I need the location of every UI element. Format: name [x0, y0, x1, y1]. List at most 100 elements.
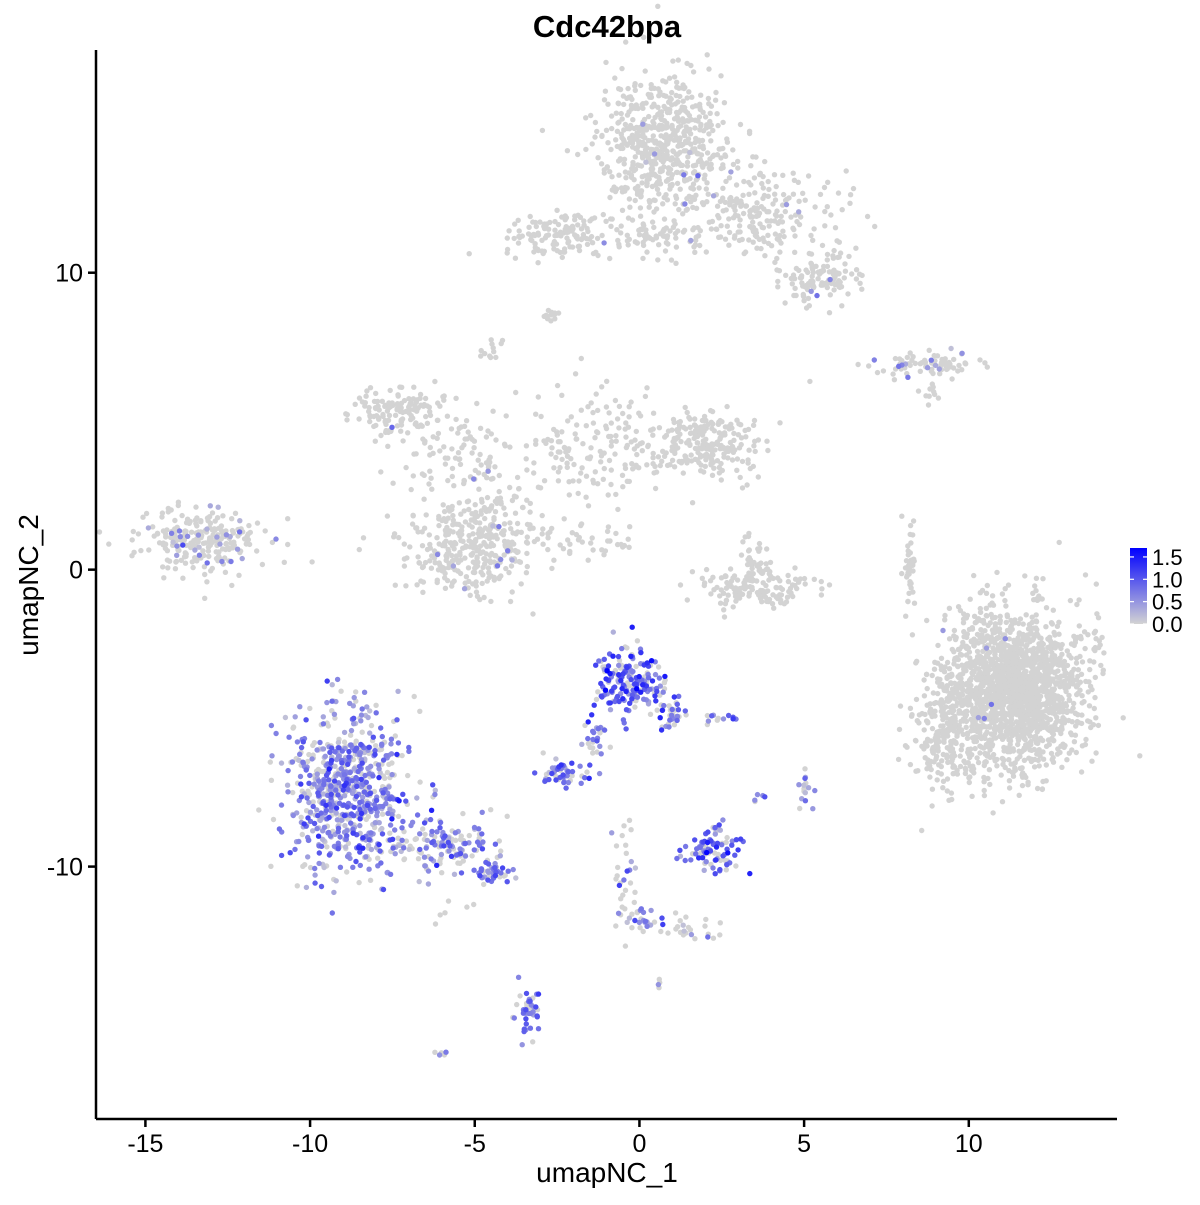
cell-point [461, 442, 467, 448]
cell-point [645, 137, 652, 144]
cell-point [222, 569, 229, 575]
cell-point [1049, 621, 1056, 627]
cell-point [590, 547, 596, 553]
cell-point [992, 725, 998, 731]
cell-point [1003, 718, 1010, 724]
cell-point [713, 89, 719, 96]
cell-point [965, 749, 971, 755]
cell-point [564, 229, 570, 235]
cell-point [1074, 691, 1080, 698]
cell-point [690, 146, 696, 152]
cell-point [995, 656, 1001, 663]
cell-point [762, 594, 769, 600]
cell-point [508, 563, 515, 569]
cell-point [780, 191, 787, 198]
cell-point [616, 241, 622, 247]
cell-point [453, 541, 459, 547]
cell-point [427, 452, 433, 458]
cell-point [384, 513, 391, 519]
cell-point [750, 224, 757, 231]
cell-point [653, 138, 659, 144]
cell-point [270, 816, 277, 823]
cell-point [1058, 726, 1064, 732]
cell-point [1091, 646, 1097, 652]
cell-point [1019, 765, 1025, 771]
cell-point [631, 446, 638, 452]
cell-point [780, 172, 786, 178]
cell-point [995, 686, 1002, 692]
cell-point [753, 230, 760, 236]
cell-point [710, 452, 716, 458]
cell-point [935, 642, 941, 649]
cell-point [627, 524, 633, 530]
cell-point [818, 269, 825, 275]
cell-point [1049, 658, 1056, 664]
cell-point [811, 576, 817, 582]
cell-point [984, 364, 990, 370]
cell-point [1037, 642, 1043, 649]
cell-point [732, 233, 738, 239]
cell-point [874, 369, 881, 376]
cell-point [1087, 658, 1093, 664]
cell-point [895, 756, 902, 763]
cell-point [419, 564, 426, 571]
cell-point [593, 696, 600, 703]
cell-point [551, 465, 557, 471]
cell-point [775, 284, 781, 290]
cell-point [1039, 786, 1046, 793]
cell-point [526, 224, 532, 230]
cell-point [212, 518, 218, 524]
cell-point [541, 438, 547, 444]
cell-point [375, 855, 381, 861]
cell-point [467, 544, 473, 550]
cell-point [680, 211, 686, 217]
cell-point [419, 423, 425, 429]
cell-point [421, 496, 427, 502]
cell-point [976, 676, 982, 682]
cell-point [401, 856, 408, 862]
cell-point [805, 295, 812, 302]
cell-point [472, 569, 478, 576]
cell-point [450, 512, 456, 519]
cell-point [493, 354, 499, 361]
cell-point [982, 360, 988, 366]
cell-point [711, 152, 717, 158]
cell-point [1004, 725, 1010, 732]
cell-point [614, 227, 620, 233]
cell-point [480, 564, 486, 571]
cell-point [552, 227, 558, 233]
cell-point [490, 542, 497, 549]
cell-point [938, 763, 944, 770]
cell-point [689, 104, 696, 110]
cell-point [548, 451, 554, 457]
cell-point [687, 416, 693, 422]
cell-point [811, 284, 817, 290]
cell-point [641, 222, 647, 229]
cell-point [427, 412, 434, 419]
cell-point [539, 237, 545, 243]
cell-point [765, 178, 771, 185]
cell-point [684, 95, 690, 101]
cell-point [439, 870, 445, 876]
cell-point [202, 595, 208, 601]
cell-point [1095, 722, 1102, 729]
cell-point [181, 554, 188, 560]
cell-point [478, 347, 484, 354]
cell-point [659, 144, 665, 150]
cell-point [692, 139, 698, 146]
cell-point [990, 645, 996, 651]
cell-point [680, 141, 686, 148]
cell-point [1056, 539, 1062, 546]
cell-point [658, 166, 664, 172]
cell-point [731, 573, 738, 579]
cell-point [663, 123, 669, 129]
cell-point [207, 520, 214, 526]
cell-point [356, 879, 362, 886]
cell-point [509, 497, 516, 504]
cell-point [360, 535, 367, 541]
cell-point [759, 599, 765, 605]
cell-point [602, 88, 609, 94]
cell-point [1039, 596, 1045, 602]
cell-point [913, 768, 919, 774]
cell-point [664, 135, 671, 141]
